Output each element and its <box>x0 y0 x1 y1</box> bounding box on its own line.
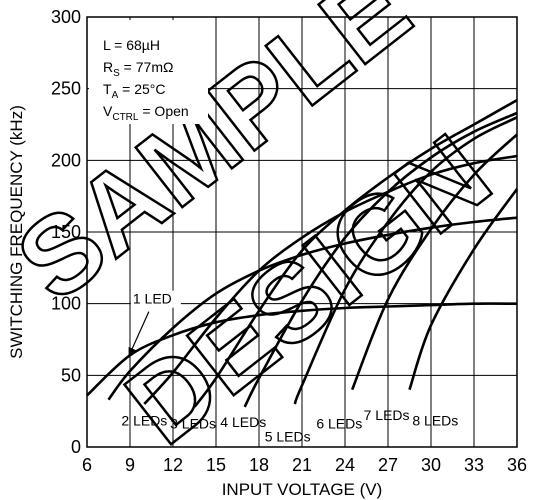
curve-label-6: 6 LEDs <box>316 415 362 431</box>
x-tick-label: 27 <box>378 455 398 475</box>
y-tick-label: 100 <box>51 294 81 314</box>
series-line-3 <box>143 154 518 405</box>
x-tick-labels: 6 9 12 15 18 21 24 27 30 33 36 <box>82 455 527 475</box>
curve-label-8: 8 LEDs <box>412 413 458 429</box>
x-tick-label: 12 <box>163 455 183 475</box>
y-tick-labels: 0 50 100 150 200 250 300 <box>51 7 81 457</box>
curve-label-1: 1 LED <box>133 291 172 307</box>
series-line-5 <box>243 111 518 408</box>
y-tick-label: 200 <box>51 150 81 170</box>
y-axis-label: SWITCHING FREQUENCY (kHz) <box>7 105 26 359</box>
y-tick-label: 250 <box>51 79 81 99</box>
curve-label-2: 2 LEDs <box>121 413 167 429</box>
x-tick-label: 36 <box>507 455 527 475</box>
x-tick-label: 24 <box>335 455 355 475</box>
x-tick-label: 21 <box>292 455 312 475</box>
x-tick-label: 18 <box>249 455 269 475</box>
annotation-arrowhead <box>128 346 136 357</box>
curve-label-3: 3 LEDs <box>170 415 216 431</box>
series-line-2 <box>107 216 518 401</box>
condition-line: RS = 77mΩ <box>103 59 173 79</box>
annotation-bg <box>130 290 181 308</box>
x-tick-label: 9 <box>125 455 135 475</box>
curve-label-4: 4 LEDs <box>220 414 266 430</box>
series-line-4 <box>193 98 518 408</box>
series-line-7 <box>350 133 518 391</box>
plot-frame <box>86 16 518 448</box>
x-tick-label: 30 <box>421 455 441 475</box>
y-tick-label: 300 <box>51 7 81 27</box>
curve-label-7: 7 LEDs <box>364 407 410 423</box>
series-line-6 <box>293 116 518 405</box>
curves <box>86 98 519 408</box>
conditions-box <box>89 20 208 124</box>
x-tick-label: 6 <box>82 455 92 475</box>
series-line-8 <box>408 188 519 391</box>
x-tick-label: 15 <box>206 455 226 475</box>
condition-line: VCTRL = Open <box>103 103 189 123</box>
y-tick-label: 150 <box>51 222 81 242</box>
y-tick-label: 0 <box>71 437 81 457</box>
x-tick-label: 33 <box>464 455 484 475</box>
condition-line: L = 68µH <box>103 37 160 53</box>
condition-line: TA = 25°C <box>103 81 165 101</box>
y-tick-label: 50 <box>61 365 81 385</box>
x-axis-label: INPUT VOLTAGE (V) <box>222 480 383 499</box>
curve-label-5: 5 LEDs <box>265 428 311 444</box>
